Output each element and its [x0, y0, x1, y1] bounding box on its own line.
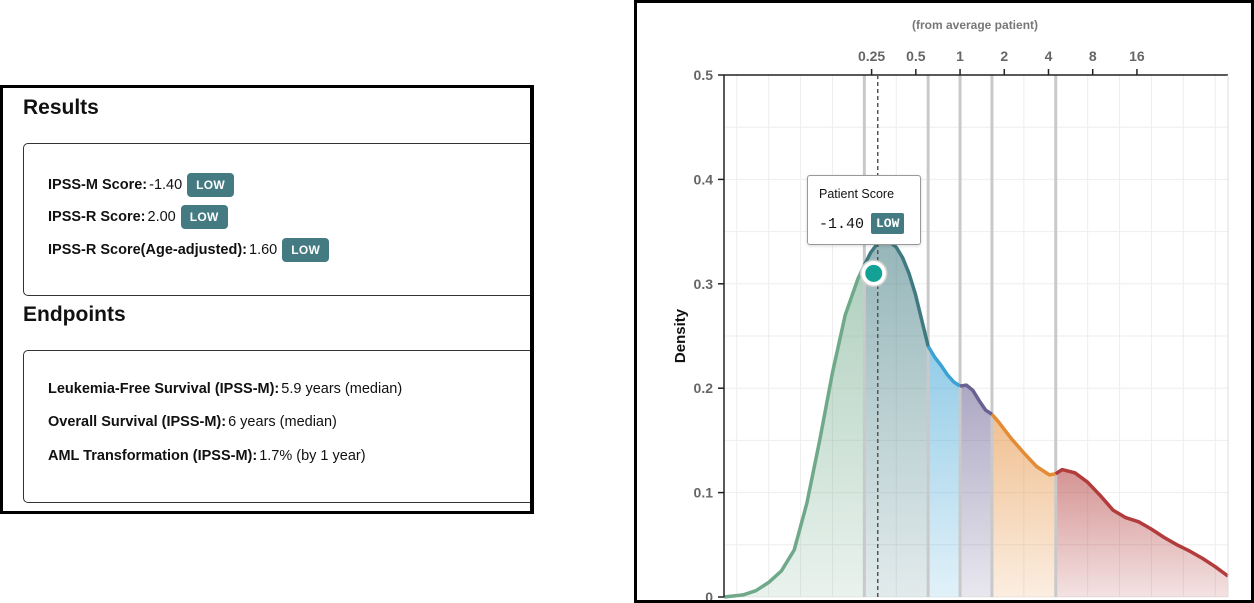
top-axis-title: (from average patient): [912, 18, 1038, 32]
category-boundaries: [862, 75, 1058, 597]
density-line-high: [990, 413, 1057, 477]
top-tick-label: 0.5: [906, 48, 926, 64]
leukemia-free-survival-row: Leukemia-Free Survival (IPSS-M): 5.9 yea…: [48, 381, 402, 397]
density-areas: [724, 240, 1228, 597]
top-tick-label: 16: [1129, 48, 1145, 64]
ipss-m-risk-badge: LOW: [187, 173, 235, 197]
top-tick-label: 2: [1000, 48, 1008, 64]
tooltip-risk-badge: LOW: [871, 213, 905, 234]
y-axis-label: Density: [672, 308, 689, 363]
density-chart-panel: 0 0.1 0.2 0.3 0.4 0.5 0.25 0.5 1 2 4 8 16 (from aver…: [634, 0, 1254, 603]
density-area-very-low: [724, 265, 865, 597]
top-tick-label: 1: [956, 48, 964, 64]
ipss-r-score-value: 2.00: [147, 209, 176, 225]
density-line-moderate-high: [959, 383, 993, 416]
ipss-r-score-row: IPSS-R Score: 2.00 LOW: [48, 205, 228, 229]
y-tick-label: 0.3: [694, 276, 714, 292]
ipss-r-age-adjusted-value: 1.60: [249, 242, 278, 258]
y-tick-label: 0.2: [694, 380, 714, 396]
density-line-low: [862, 238, 930, 347]
density-area-low: [864, 240, 929, 597]
density-area-moderate-high: [960, 385, 992, 597]
density-line-moderate-low: [926, 345, 962, 388]
aml-transformation-row: AML Transformation (IPSS-M): 1.7% (by 1 …: [48, 448, 366, 464]
overall-survival-value: 6 years (median): [228, 414, 337, 430]
overall-survival-label: Overall Survival (IPSS-M):: [48, 414, 227, 430]
aml-transformation-label: AML Transformation (IPSS-M):: [48, 448, 258, 464]
density-area-moderate-low: [928, 346, 961, 597]
overall-survival-row: Overall Survival (IPSS-M): 6 years (medi…: [48, 414, 337, 430]
ipss-r-age-adjusted-row: IPSS-R Score(Age-adjusted): 1.60 LOW: [48, 238, 330, 262]
results-card: IPSS-M Score: -1.40 LOW IPSS-R Score: 2.…: [23, 143, 530, 296]
y-tick-label: 0.4: [694, 171, 714, 187]
patient-marker-dot: [865, 264, 883, 282]
endpoints-card: Leukemia-Free Survival (IPSS-M): 5.9 yea…: [23, 350, 530, 503]
y-tick-label: 0.1: [694, 485, 714, 501]
top-tick-label: 4: [1045, 48, 1053, 64]
leukemia-free-survival-label: Leukemia-Free Survival (IPSS-M):: [48, 381, 280, 397]
top-tick-label: 8: [1089, 48, 1097, 64]
density-line-very-high: [1054, 467, 1230, 578]
tooltip-title: Patient Score: [819, 187, 895, 201]
density-area-high: [991, 414, 1056, 597]
ipss-r-age-adjusted-badge: LOW: [282, 238, 330, 262]
ipss-m-score-label: IPSS-M Score:: [48, 177, 148, 193]
tooltip-score: -1.40: [819, 216, 865, 233]
results-title: Results: [23, 96, 99, 119]
endpoints-title: Endpoints: [23, 303, 126, 326]
ipss-m-score-value: -1.40: [149, 177, 183, 193]
y-tick-label: 0: [705, 589, 713, 600]
patient-score-tooltip: Patient Score -1.40 LOW: [807, 175, 921, 245]
chart-axes: 0 0.1 0.2 0.3 0.4 0.5 0.25 0.5 1 2 4 8 16: [694, 48, 1229, 600]
results-panel: Results IPSS-M Score: -1.40 LOW IPSS-R S…: [0, 85, 534, 514]
patient-marker-group: [859, 75, 888, 597]
density-curve: [723, 238, 1230, 599]
density-chart: 0 0.1 0.2 0.3 0.4 0.5 0.25 0.5 1 2 4 8 16 (from aver…: [672, 18, 1230, 600]
leukemia-free-survival-value: 5.9 years (median): [281, 381, 403, 397]
top-tick-label: 0.25: [858, 48, 885, 64]
y-tick-label: 0.5: [694, 67, 714, 83]
density-area-very-high: [1055, 469, 1228, 597]
ipss-r-risk-badge: LOW: [180, 205, 228, 229]
density-line-very-low: [723, 264, 866, 599]
ipss-r-score-label: IPSS-R Score:: [48, 209, 146, 225]
aml-transformation-value: 1.7% (by 1 year): [259, 448, 366, 464]
ipss-m-score-row: IPSS-M Score: -1.40 LOW: [48, 173, 235, 197]
ipss-r-age-adjusted-label: IPSS-R Score(Age-adjusted):: [48, 242, 247, 258]
